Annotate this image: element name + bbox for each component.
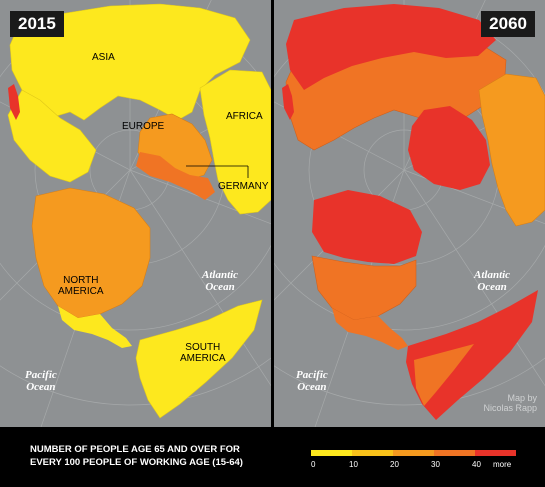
region-europe xyxy=(408,106,490,190)
label-europe: EUROPE xyxy=(122,121,165,132)
legend-swatch-3 xyxy=(434,450,475,456)
region-north-america xyxy=(311,255,417,321)
map-2015 xyxy=(0,0,271,427)
year-badge-2060: 2060 xyxy=(481,11,535,37)
region-japan xyxy=(8,84,20,120)
year-badge-2015: 2015 xyxy=(10,11,64,37)
label-pacific-ocean: Pacific Ocean xyxy=(25,369,57,393)
region-africa xyxy=(199,69,271,215)
region-southern-europe xyxy=(136,152,215,200)
legend: NUMBER OF PEOPLE AGE 65 AND OVER FOR EVE… xyxy=(0,427,545,487)
legend-swatch-1 xyxy=(352,450,393,456)
map-credit: Map by Nicolas Rapp xyxy=(483,393,537,413)
label-atlantic-ocean: Atlantic Ocean xyxy=(202,269,239,293)
legend-tick-more: more xyxy=(493,460,512,469)
legend-tick-10: 10 xyxy=(349,460,358,469)
map-2060 xyxy=(274,0,545,427)
legend-tick-20: 20 xyxy=(390,460,399,469)
region-asia-south xyxy=(7,89,97,183)
label-pacific-ocean: Pacific Ocean xyxy=(296,369,328,393)
label-north-america: NORTH AMERICA xyxy=(58,275,104,297)
legend-swatch-2 xyxy=(393,450,434,456)
legend-swatch-0 xyxy=(311,450,352,456)
label-germany: GERMANY xyxy=(218,181,269,192)
region-north-america xyxy=(31,187,151,319)
region-south-america-south xyxy=(414,344,474,406)
region-russia xyxy=(286,4,496,90)
legend-title: NUMBER OF PEOPLE AGE 65 AND OVER FOR EVE… xyxy=(30,444,243,468)
region-south-america xyxy=(135,299,263,419)
germany-pointer xyxy=(186,165,249,178)
region-central-america xyxy=(58,306,132,348)
region-central-america xyxy=(332,308,408,350)
region-japan xyxy=(282,84,294,120)
map-panel-2060: 2060 Atlantic Ocean Pacific Ocean Map by… xyxy=(274,0,545,427)
legend-tick-40: 40 xyxy=(472,460,481,469)
label-atlantic-ocean: Atlantic Ocean xyxy=(474,269,511,293)
region-africa xyxy=(478,73,545,227)
map-panel-2015: 2015 ASIA EUROPE AFRICA GERMANY NORTH AM… xyxy=(0,0,271,427)
legend-tick-0: 0 xyxy=(311,460,316,469)
legend-swatch-4 xyxy=(475,450,516,456)
legend-tick-30: 30 xyxy=(431,460,440,469)
label-africa: AFRICA xyxy=(226,111,263,122)
label-asia: ASIA xyxy=(92,52,115,63)
label-south-america: SOUTH AMERICA xyxy=(180,342,226,364)
region-canada xyxy=(312,190,422,264)
